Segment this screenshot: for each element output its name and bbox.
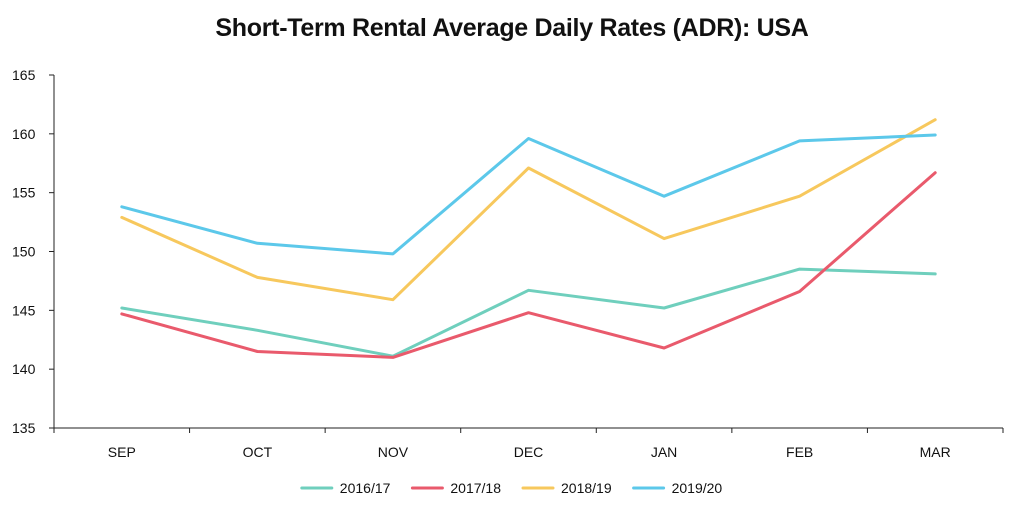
x-tick-label: SEP (108, 444, 136, 460)
chart-title: Short-Term Rental Average Daily Rates (A… (215, 14, 809, 42)
series-line-2016-17 (120, 267, 937, 358)
legend-label: 2019/20 (672, 480, 723, 496)
series-lines (120, 118, 937, 359)
x-tick-label: MAR (920, 444, 951, 460)
legend-label: 2017/18 (450, 480, 501, 496)
y-tick-label: 135 (12, 420, 36, 436)
legend-item: 2016/17 (300, 480, 391, 496)
legend: 2016/17 2017/18 2018/19 2019/20 (300, 480, 723, 496)
legend-label: 2018/19 (561, 480, 612, 496)
x-tick-label: JAN (651, 444, 677, 460)
y-tick-label: 145 (12, 302, 36, 318)
series-line-2018-19 (120, 118, 937, 302)
y-tick-label: 140 (12, 361, 36, 377)
x-tick-label: DEC (514, 444, 544, 460)
y-tick-label: 160 (12, 126, 36, 142)
legend-item: 2018/19 (521, 480, 612, 496)
y-tick-label: 165 (12, 67, 36, 83)
x-tick-label: NOV (378, 444, 409, 460)
y-tick-label: 155 (12, 185, 36, 201)
legend-item: 2019/20 (632, 480, 723, 496)
x-tick-label: FEB (786, 444, 813, 460)
legend-label: 2016/17 (340, 480, 391, 496)
y-tick-label: 150 (12, 244, 36, 260)
axes: 135 140 145 150 155 160 165 SEP OCT NOV DEC JAN FEB M… (12, 67, 1004, 460)
legend-item: 2017/18 (410, 480, 501, 496)
x-tick-label: OCT (243, 444, 273, 460)
series-line-2019-20 (120, 133, 937, 256)
series-line-2017-18 (120, 171, 937, 359)
